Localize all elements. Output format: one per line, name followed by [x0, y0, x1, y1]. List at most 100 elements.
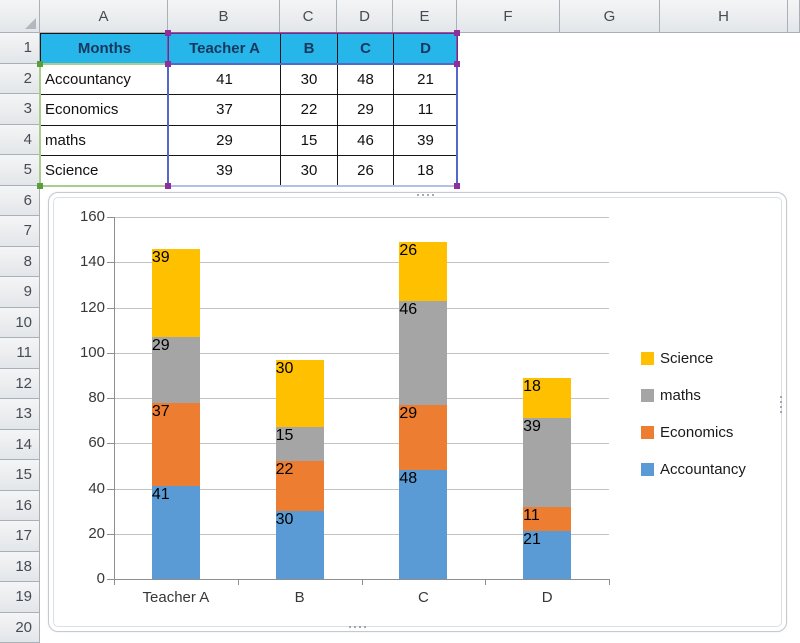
resize-dot	[354, 626, 356, 628]
row-header-8[interactable]: 8	[0, 246, 40, 277]
legend-item-Economics[interactable]: Economics	[641, 423, 746, 441]
bar-segment-Accountancy[interactable]: 21	[523, 531, 572, 579]
chart-resize-handle-right[interactable]	[780, 396, 782, 413]
y-axis-tick	[107, 488, 114, 490]
stacked-bar-teacher-a[interactable]: 39 29 37 41	[151, 248, 200, 579]
column-header-F[interactable]: F	[457, 0, 560, 33]
row-header-16[interactable]: 16	[0, 490, 40, 521]
stacked-bar-c[interactable]: 26 46 29 48	[399, 241, 448, 579]
table-cell[interactable]: 21	[394, 64, 458, 95]
column-header-B[interactable]: B	[168, 0, 280, 33]
column-header-E[interactable]: E	[393, 0, 457, 33]
column-header-D[interactable]: D	[337, 0, 393, 33]
table-cell[interactable]: 48	[338, 64, 394, 95]
x-axis-category-label: Teacher A	[142, 589, 210, 606]
y-axis-tick	[107, 217, 114, 218]
bar-segment-maths[interactable]: 29	[151, 336, 200, 403]
table-cell[interactable]: 11	[394, 95, 458, 126]
bar-segment-Accountancy[interactable]: 41	[151, 486, 200, 579]
column-header-G[interactable]: G	[560, 0, 660, 33]
resize-dot	[780, 396, 782, 398]
row-header-19[interactable]: 19	[0, 582, 40, 613]
row-header-4[interactable]: 4	[0, 124, 40, 155]
legend-item-maths[interactable]: maths	[641, 387, 746, 404]
bar-segment-maths[interactable]: 46	[399, 300, 448, 405]
table-cell[interactable]: 29	[169, 125, 281, 156]
column-header-C[interactable]: C	[280, 0, 337, 33]
bar-segment-Economics[interactable]: 29	[399, 404, 448, 471]
table-header-cell[interactable]: D	[394, 34, 458, 65]
table-cell[interactable]: 22	[281, 95, 338, 126]
chart-resize-handle-bottom[interactable]	[349, 626, 366, 628]
table-row-label[interactable]: Economics	[41, 95, 169, 126]
column-header-A[interactable]: A	[40, 0, 168, 33]
legend-item-Accountancy[interactable]: Accountancy	[641, 461, 746, 478]
bar-segment-Science[interactable]: 30	[275, 359, 324, 428]
table-cell[interactable]: 37	[169, 95, 281, 126]
row-header-10[interactable]: 10	[0, 307, 40, 338]
row-header-17[interactable]: 17	[0, 521, 40, 552]
y-axis-label: 100	[79, 343, 105, 361]
row-header-5[interactable]: 5	[0, 155, 40, 186]
bar-segment-Accountancy[interactable]: 48	[399, 470, 448, 579]
bar-segment-Economics[interactable]: 22	[275, 461, 324, 512]
table-header-cell[interactable]: Teacher A	[169, 34, 281, 65]
row-header-3[interactable]: 3	[0, 94, 40, 125]
chart-object[interactable]: 0 20 40 60 80 100 120 140 160 39 29 37 41 Teacher A 30…	[48, 192, 787, 632]
bar-segment-Science[interactable]: 39	[151, 248, 200, 337]
table-row-label[interactable]: maths	[41, 125, 169, 156]
table-cell[interactable]: 39	[169, 156, 281, 187]
stacked-bar-d[interactable]: 18 39 11 21	[523, 377, 572, 579]
resize-dot	[359, 626, 361, 628]
resize-dot	[364, 626, 366, 628]
bar-segment-maths[interactable]: 15	[275, 427, 324, 462]
row-header-13[interactable]: 13	[0, 399, 40, 430]
row-header-11[interactable]: 11	[0, 338, 40, 369]
row-header-6[interactable]: 6	[0, 185, 40, 216]
legend-label: Economics	[660, 423, 734, 441]
table-cell[interactable]: 30	[281, 64, 338, 95]
x-axis-category-label: C	[417, 589, 429, 606]
table-header-cell[interactable]: Months	[41, 34, 169, 65]
table-cell[interactable]: 15	[281, 125, 338, 156]
row-header-14[interactable]: 14	[0, 429, 40, 460]
chart-resize-handle-top[interactable]	[417, 194, 434, 196]
bar-segment-maths[interactable]: 39	[523, 418, 572, 507]
row-header-20[interactable]: 20	[0, 612, 40, 643]
bar-segment-Economics[interactable]: 11	[523, 506, 572, 532]
resize-dot	[780, 406, 782, 408]
chart-legend: Science maths Economics Accountancy	[641, 350, 746, 498]
row-header-7[interactable]: 7	[0, 216, 40, 247]
legend-label: Science	[660, 349, 714, 367]
table-row-label[interactable]: Science	[41, 156, 169, 187]
row-header-18[interactable]: 18	[0, 551, 40, 582]
table-cell[interactable]: 39	[394, 125, 458, 156]
table-header-cell[interactable]: C	[338, 34, 394, 65]
row-header-2[interactable]: 2	[0, 63, 40, 94]
bar-segment-Economics[interactable]: 37	[151, 402, 200, 487]
table-row-label[interactable]: Accountancy	[41, 64, 169, 95]
row-header-12[interactable]: 12	[0, 368, 40, 399]
table-cell[interactable]: 18	[394, 156, 458, 187]
column-header-H[interactable]: H	[660, 0, 788, 33]
stacked-bar-b[interactable]: 30 15 22 30	[275, 359, 324, 579]
bar-segment-Science[interactable]: 26	[399, 241, 448, 301]
x-axis-tick	[361, 579, 363, 585]
table-cell[interactable]: 46	[338, 125, 394, 156]
x-axis-category-label: D	[541, 589, 553, 606]
select-all-button[interactable]	[0, 0, 40, 33]
table-cell[interactable]: 41	[169, 64, 281, 95]
row-header-1[interactable]: 1	[0, 33, 40, 64]
row-header-15[interactable]: 15	[0, 460, 40, 491]
legend-item-Science[interactable]: Science	[641, 349, 746, 367]
bar-segment-Science[interactable]: 18	[523, 377, 572, 419]
bar-segment-Accountancy[interactable]: 30	[275, 511, 324, 579]
column-header-partial[interactable]	[788, 0, 800, 33]
table-header-cell[interactable]: B	[281, 34, 338, 65]
legend-swatch-icon	[641, 351, 654, 365]
table-cell[interactable]: 30	[281, 156, 338, 187]
table-cell[interactable]: 29	[338, 95, 394, 126]
row-header-9[interactable]: 9	[0, 277, 40, 308]
table-cell[interactable]: 26	[338, 156, 394, 187]
